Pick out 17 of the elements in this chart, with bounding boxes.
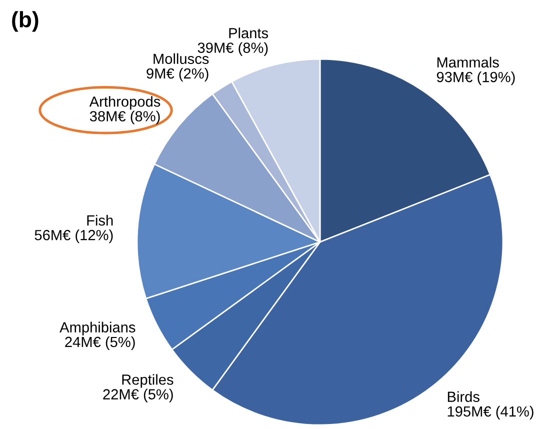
data-label: 9M€ (2%): [146, 68, 208, 82]
slice-label: Birds: [448, 391, 480, 402]
slice-label: Reptiles: [122, 374, 174, 388]
slice-label: Molluscs: [154, 53, 209, 64]
chart-title: (b): [12, 11, 38, 32]
slice-label: Plants: [229, 28, 268, 38]
slice-label: Mammals: [437, 56, 499, 68]
data-label: 56M€ (12%): [34, 230, 113, 244]
data-label: 22M€ (5%): [103, 388, 173, 402]
slice-label: Amphibians: [60, 322, 136, 336]
slice-label: Arthropods: [89, 96, 160, 110]
data-label: 195M€ (41%): [448, 406, 534, 420]
data-label: 93M€ (19%): [436, 71, 515, 86]
data-label: 38M€ (8%): [90, 110, 160, 124]
data-label: 39M€ (8%): [198, 42, 268, 56]
slice-label: Fish: [87, 214, 113, 226]
data-label: 24M€ (5%): [65, 336, 135, 350]
